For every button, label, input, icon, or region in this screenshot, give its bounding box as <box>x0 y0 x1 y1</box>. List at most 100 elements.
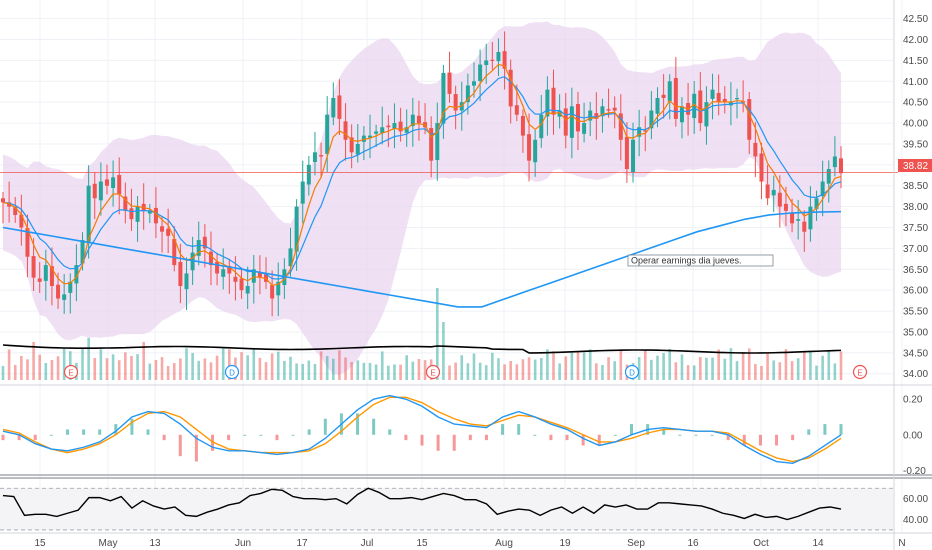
candle-body <box>673 77 678 119</box>
candle-body <box>337 95 342 119</box>
candle <box>624 122 629 183</box>
candle <box>306 156 311 196</box>
candle <box>319 142 324 178</box>
candle-body <box>111 177 116 189</box>
volume-bar <box>356 360 360 380</box>
candle <box>679 97 684 139</box>
event-marker[interactable]: D <box>624 364 640 380</box>
volume-bar <box>839 351 843 380</box>
volume-bar <box>637 357 641 380</box>
macd-histogram-bar <box>823 424 827 435</box>
volume-bar <box>13 364 17 380</box>
current-price-label: 38.82 <box>903 161 928 172</box>
volume-bar <box>417 359 421 380</box>
event-marker[interactable]: E <box>63 364 79 380</box>
candle <box>771 175 776 213</box>
candle-body <box>160 226 165 232</box>
macd-histogram-bar <box>82 429 86 435</box>
candle-body <box>698 90 703 124</box>
candle <box>123 182 128 224</box>
macd-histogram-bar <box>194 434 198 462</box>
macd-histogram-bar <box>662 429 666 435</box>
candle <box>796 199 801 240</box>
candle <box>753 122 758 178</box>
candle-body <box>612 107 617 111</box>
volume-bar <box>387 365 390 380</box>
price-tick-label: 34.50 <box>903 348 928 359</box>
candle <box>545 76 550 136</box>
candle-body <box>692 93 697 119</box>
event-marker[interactable]: D <box>224 364 240 380</box>
annotation-box[interactable] <box>627 254 774 267</box>
candle-body <box>539 114 544 139</box>
volume-bar <box>472 353 476 380</box>
candle <box>172 225 177 272</box>
event-marker[interactable]: E <box>425 364 441 380</box>
macd-histogram-bar <box>710 434 714 436</box>
macd-histogram-bar <box>839 424 843 435</box>
candle-body <box>251 269 256 283</box>
volume-bar <box>656 355 659 380</box>
candle-body <box>37 278 42 282</box>
candle-body <box>624 136 629 170</box>
rsi-line <box>2 487 842 521</box>
candle <box>92 172 97 220</box>
candle <box>380 106 385 145</box>
volume-bar <box>527 357 531 380</box>
macd-histogram-bar <box>436 434 440 451</box>
candle-body <box>416 115 421 124</box>
candle-body <box>312 152 317 162</box>
volume-bar <box>760 365 763 380</box>
candle-body <box>435 123 440 161</box>
candle <box>392 103 397 149</box>
macd-histogram-bar <box>146 429 150 435</box>
candle-body <box>826 169 831 184</box>
price-tick-label: 37.00 <box>903 244 928 255</box>
candle-body <box>839 158 843 174</box>
candle-body <box>306 164 311 185</box>
volume-bar <box>344 357 347 380</box>
candle-body <box>710 89 715 99</box>
candle-body <box>147 210 152 214</box>
macd-histogram-bar <box>501 424 505 435</box>
candle <box>429 116 434 178</box>
volume-bar <box>99 349 103 380</box>
volume-bar <box>741 352 745 380</box>
candle <box>361 125 366 161</box>
volume-bar <box>399 364 402 380</box>
candle-body <box>527 134 532 161</box>
price-tick-label: 35.00 <box>903 327 928 338</box>
volume-bar <box>497 358 500 380</box>
candle-body <box>563 108 568 136</box>
macd-histogram-bar <box>517 424 521 435</box>
volume-bar <box>93 358 97 380</box>
volume-bar <box>491 352 494 380</box>
candle <box>832 136 837 177</box>
volume-bar <box>815 365 818 380</box>
candle <box>74 244 79 302</box>
candle <box>478 49 483 102</box>
candle-body <box>184 273 189 290</box>
macd-histogram-bar <box>243 434 247 436</box>
volume-bar <box>772 360 776 380</box>
candle-body <box>19 214 24 228</box>
volume-bar <box>454 362 457 380</box>
volume-bar <box>564 356 568 380</box>
candle <box>19 194 24 246</box>
event-marker[interactable]: E <box>852 364 868 380</box>
volume-bar <box>228 349 231 380</box>
candle <box>184 257 189 310</box>
candle-body <box>802 221 807 232</box>
candle-body <box>349 137 354 153</box>
candle <box>673 57 678 127</box>
volume-bar <box>607 357 610 380</box>
candle-body <box>361 135 366 142</box>
macd-tick-label: -0.20 <box>903 466 926 477</box>
annotation[interactable]: Operar earnings dia jueves. <box>627 254 774 267</box>
macd-histogram-bar <box>114 424 118 435</box>
volume-bar <box>619 349 623 380</box>
volume-bar <box>552 351 555 380</box>
macd-histogram-bar <box>630 424 633 435</box>
